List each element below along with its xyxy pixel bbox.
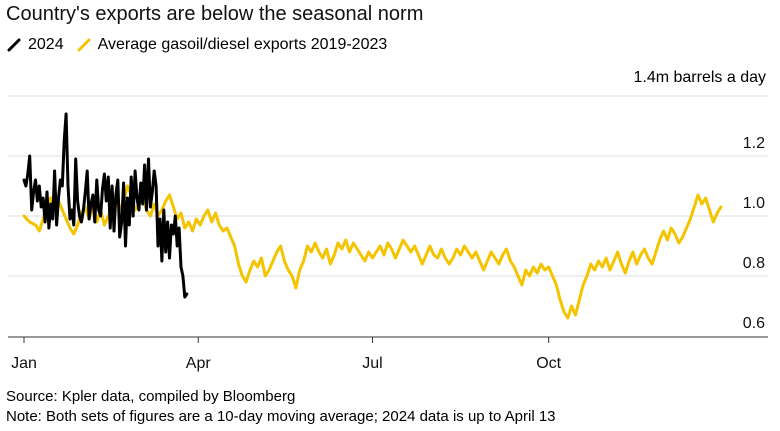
- legend-item-average: Average gasoil/diesel exports 2019-2023: [76, 36, 388, 54]
- x-tick-label-2: Jul: [362, 355, 382, 372]
- source-note: Source: Kpler data, compiled by Bloomber…: [6, 388, 296, 405]
- grid-layer: [8, 95, 768, 277]
- chart-title: Country's exports are below the seasonal…: [6, 3, 424, 25]
- series-layer: [22, 112, 723, 320]
- x-tick-label-0: Jan: [11, 355, 37, 372]
- y-tick-label-2: 1.0: [743, 195, 765, 212]
- y-tick-label-1: 1.2: [743, 135, 765, 152]
- y-tick-label-4: 0.6: [743, 315, 765, 332]
- legend-swatch-2024: [7, 38, 21, 52]
- legend-label-2024: 2024: [28, 36, 64, 53]
- series-line-2024: [22, 112, 189, 299]
- legend-swatch-average: [77, 38, 91, 52]
- y-unit-label: 1.4m barrels a day: [633, 69, 766, 86]
- footnote: Note: Both sets of figures are a 10-day …: [6, 408, 556, 425]
- legend-label-average: Average gasoil/diesel exports 2019-2023: [97, 36, 388, 53]
- y-tick-label-3: 0.8: [743, 255, 765, 272]
- x-tick-label-3: Oct: [536, 355, 561, 372]
- label-layer: 1.2 1.0 0.8 0.6 Jan Apr Jul Oct: [11, 135, 765, 372]
- x-tick-label-1: Apr: [186, 355, 212, 372]
- legend: 2024 Average gasoil/diesel exports 2019-…: [6, 36, 399, 54]
- legend-item-2024: 2024: [6, 36, 64, 54]
- axis-layer: [8, 336, 768, 343]
